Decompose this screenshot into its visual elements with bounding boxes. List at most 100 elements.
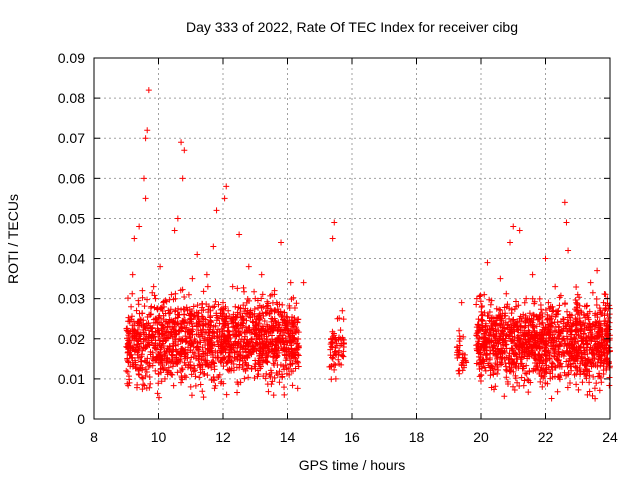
- data-point: [547, 370, 554, 377]
- data-point: [486, 309, 493, 316]
- data-point: [328, 343, 335, 350]
- data-point: [506, 315, 513, 322]
- data-point: [510, 316, 517, 323]
- data-point: [558, 351, 565, 358]
- data-point: [212, 382, 219, 389]
- data-point: [505, 356, 512, 363]
- data-point: [234, 309, 241, 316]
- data-point: [283, 348, 290, 355]
- data-point: [536, 312, 543, 319]
- data-point: [228, 341, 235, 348]
- data-point: [205, 321, 212, 328]
- data-point: [138, 340, 145, 347]
- data-point: [255, 371, 262, 378]
- data-point: [461, 362, 468, 369]
- data-point: [333, 340, 340, 347]
- data-point: [239, 319, 246, 326]
- data-point: [207, 314, 214, 321]
- data-point: [487, 347, 494, 354]
- data-point: [123, 343, 130, 350]
- data-point: [519, 344, 526, 351]
- data-point: [195, 327, 202, 334]
- data-point: [507, 335, 514, 342]
- data-point: [518, 374, 525, 381]
- data-point: [524, 352, 531, 359]
- data-point: [202, 349, 209, 356]
- data-point: [600, 299, 607, 306]
- data-point: [271, 308, 278, 315]
- data-point: [193, 331, 200, 338]
- data-point: [251, 330, 258, 337]
- data-point: [295, 336, 302, 343]
- data-point: [489, 344, 496, 351]
- data-point: [240, 339, 247, 346]
- data-point: [178, 379, 185, 386]
- data-point: [258, 295, 265, 302]
- data-point: [524, 376, 531, 383]
- data-point: [502, 359, 509, 366]
- data-point: [587, 279, 594, 286]
- data-point: [129, 322, 136, 329]
- data-point: [526, 310, 533, 317]
- x-tick-label: 12: [215, 429, 231, 445]
- data-point: [566, 380, 573, 387]
- data-points: [123, 87, 613, 402]
- data-point: [126, 340, 133, 347]
- data-point: [279, 319, 286, 326]
- data-point: [196, 360, 203, 367]
- data-point: [475, 361, 482, 368]
- data-point: [170, 346, 177, 353]
- data-point: [169, 318, 176, 325]
- data-point: [219, 330, 226, 337]
- data-point: [223, 391, 230, 398]
- data-point: [542, 380, 549, 387]
- data-point: [200, 357, 207, 364]
- data-point: [221, 195, 228, 202]
- data-point: [164, 324, 171, 331]
- data-point: [184, 307, 191, 314]
- data-point: [295, 344, 302, 351]
- data-point: [187, 334, 194, 341]
- data-point: [498, 320, 505, 327]
- data-point: [481, 291, 488, 298]
- data-point: [593, 319, 600, 326]
- data-point: [146, 373, 153, 380]
- data-point: [529, 334, 536, 341]
- data-point: [253, 340, 260, 347]
- data-point: [554, 356, 561, 363]
- data-point: [125, 358, 132, 365]
- data-point: [164, 355, 171, 362]
- data-point: [141, 382, 148, 389]
- data-point: [477, 298, 484, 305]
- data-point: [548, 359, 555, 366]
- data-point: [542, 255, 549, 262]
- data-point: [589, 289, 596, 296]
- data-point: [268, 307, 275, 314]
- data-point: [529, 321, 536, 328]
- data-point: [269, 316, 276, 323]
- data-point: [542, 340, 549, 347]
- data-point: [480, 356, 487, 363]
- data-point: [166, 343, 173, 350]
- data-point: [327, 346, 334, 353]
- data-point: [501, 325, 508, 332]
- data-point: [498, 315, 505, 322]
- data-point: [590, 350, 597, 357]
- data-point: [599, 310, 606, 317]
- data-point: [481, 364, 488, 371]
- data-point: [219, 320, 226, 327]
- data-point: [125, 373, 132, 380]
- data-point: [175, 350, 182, 357]
- data-point: [591, 385, 598, 392]
- data-point: [194, 302, 201, 309]
- data-point: [294, 358, 301, 365]
- data-point: [474, 327, 481, 334]
- data-point: [295, 363, 302, 370]
- data-point: [188, 392, 195, 399]
- data-point: [282, 352, 289, 359]
- data-point: [157, 263, 164, 270]
- data-point: [205, 306, 212, 313]
- data-point: [536, 358, 543, 365]
- data-point: [505, 380, 512, 387]
- data-point: [140, 375, 147, 382]
